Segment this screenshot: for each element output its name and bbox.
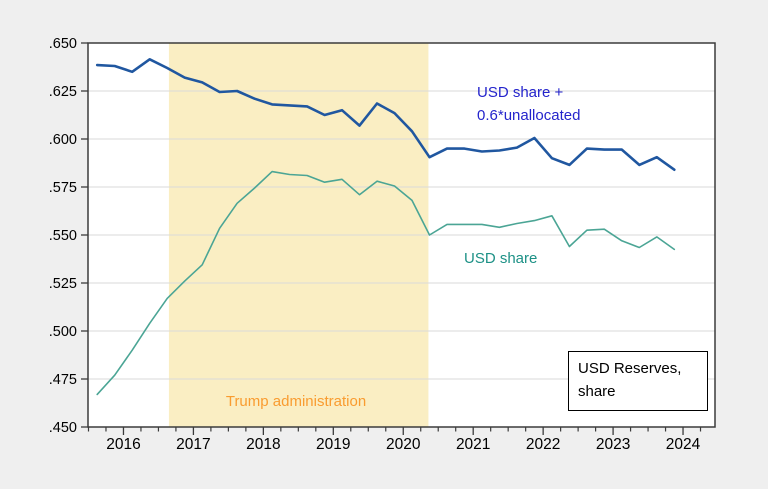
y-tick-label: .450	[49, 420, 77, 436]
series-line-1	[96, 170, 676, 396]
chart-title-line1: USD Reserves,	[578, 360, 682, 377]
y-tick-label: .575	[49, 180, 77, 196]
y-tick-label: .625	[49, 84, 77, 100]
series-label-line2: 0.6*unallocated	[477, 107, 581, 124]
series-line-0	[95, 57, 676, 171]
x-tick-label: 2018	[246, 436, 280, 453]
x-tick-label: 2021	[456, 436, 490, 453]
y-tick-label: .550	[49, 228, 77, 244]
y-tick-label: .600	[49, 132, 77, 148]
x-tick-label: 2017	[176, 436, 210, 453]
series-label-line1: USD share +	[477, 84, 564, 101]
x-tick-label: 2019	[316, 436, 350, 453]
series-label-usd-share-plus-unallocated: USD share + 0.6*unallocated	[477, 81, 580, 127]
chart-title-line2: share	[578, 383, 616, 400]
y-tick-label: .525	[49, 276, 77, 292]
chart-title-box: USD Reserves, share	[568, 351, 708, 411]
x-tick-label: 2020	[386, 436, 421, 453]
y-tick-label: .475	[49, 372, 77, 388]
x-tick-label: 2016	[106, 436, 140, 453]
x-tick-label: 2024	[666, 436, 701, 453]
shaded-region-label: Trump administration	[225, 393, 367, 410]
y-tick-label: .650	[49, 36, 77, 52]
series-label-usd-share: USD share	[464, 250, 538, 267]
y-tick-label: .500	[49, 324, 77, 340]
x-tick-label: 2022	[526, 436, 560, 453]
x-tick-label: 2023	[596, 436, 630, 453]
